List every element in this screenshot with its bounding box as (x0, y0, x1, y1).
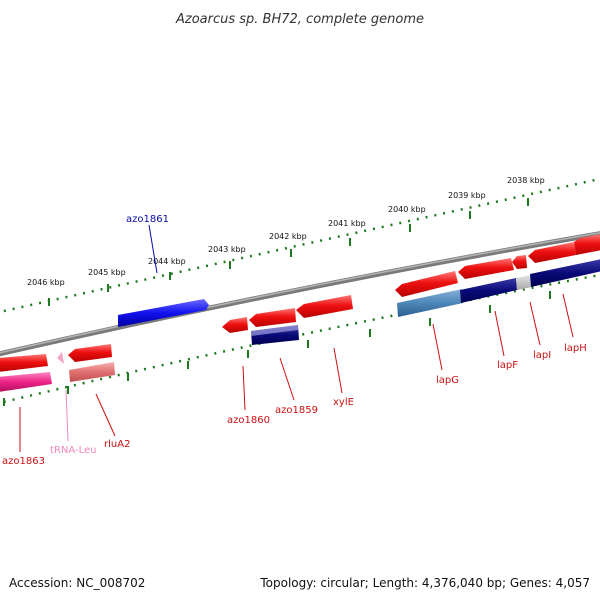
genome-backbone (0, 231, 600, 357)
feature-xylE[interactable] (296, 295, 353, 318)
leader-lines (19, 224, 574, 452)
tick-label-2046: 2046 kbp (27, 278, 65, 287)
map-title: Azoarcus sp. BH72, complete genome (175, 12, 424, 27)
genome-summary-text: Topology: circular; Length: 4,376,040 bp… (260, 576, 590, 590)
feature-lapH-upper[interactable] (528, 242, 576, 263)
label-lapF[interactable]: lapF (497, 360, 518, 371)
label-lapH[interactable]: lapH (564, 343, 587, 354)
feature-rluA2-upper[interactable] (68, 344, 112, 362)
feature-azo1859-upper[interactable] (249, 308, 296, 327)
ruler-lower (0, 273, 600, 405)
feature-lapI-upper[interactable] (512, 255, 527, 269)
feature-azo1860[interactable] (222, 317, 248, 333)
ruler-ticks-lower (3, 291, 551, 406)
label-azo1859[interactable]: azo1859 (275, 405, 318, 416)
tick-label-2041: 2041 kbp (328, 219, 366, 228)
feature-azo1859-lower-hl (251, 325, 298, 336)
tick-label-2043: 2043 kbp (208, 245, 246, 254)
genome-backbone-highlight (0, 231, 600, 354)
feature-lapF-upper[interactable] (458, 258, 514, 279)
feature-lapH-lower[interactable] (530, 259, 600, 287)
tick-label-2044: 2044 kbp (148, 257, 186, 266)
feature-azo1861[interactable] (118, 299, 209, 327)
feature-azo1863-lower[interactable] (0, 372, 52, 392)
label-azo1861[interactable]: azo1861 (126, 214, 169, 225)
label-azo1860[interactable]: azo1860 (227, 415, 270, 426)
label-lapG[interactable]: lapG (436, 375, 459, 386)
tick-label-2042: 2042 kbp (269, 232, 307, 241)
feature-trna-leu[interactable] (57, 352, 64, 364)
label-rluA2[interactable]: rluA2 (104, 439, 130, 450)
feature-edge-right[interactable] (574, 234, 600, 255)
accession-text: Accession: NC_008702 (9, 576, 146, 590)
ruler-ticks-upper (48, 198, 529, 306)
feature-lapF-lower[interactable] (460, 278, 517, 303)
label-xylE[interactable]: xylE (333, 397, 354, 408)
feature-lapG-upper[interactable] (395, 271, 458, 297)
tick-label-2045: 2045 kbp (88, 268, 126, 277)
tick-label-2038: 2038 kbp (507, 176, 545, 185)
feature-rluA2-lower[interactable] (69, 362, 115, 382)
feature-azo1863-upper[interactable] (0, 354, 48, 372)
tick-label-2040: 2040 kbp (388, 205, 426, 214)
feature-lapG-lower[interactable] (397, 289, 463, 317)
label-lapI[interactable]: lapI (533, 350, 551, 361)
label-trna-leu[interactable]: tRNA-Leu (50, 445, 96, 456)
label-azo1863[interactable]: azo1863 (2, 456, 45, 467)
tick-label-2039: 2039 kbp (448, 191, 486, 200)
feature-lapI-lower[interactable] (516, 275, 532, 290)
